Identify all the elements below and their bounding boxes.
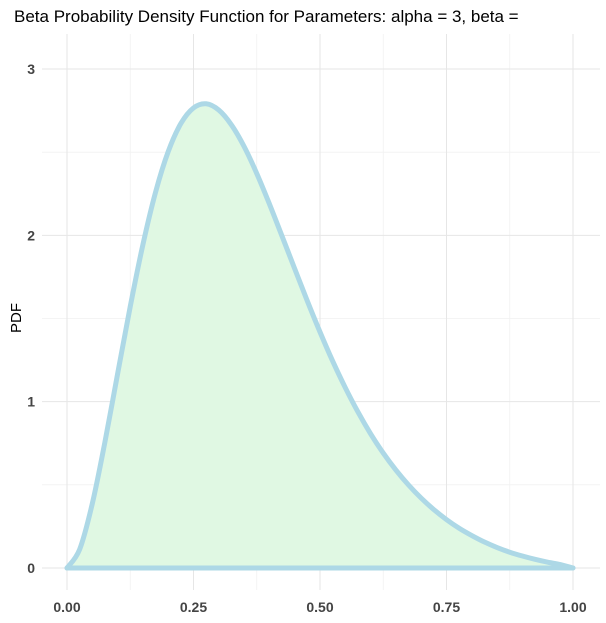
y-tick-label: 1 [27,394,35,410]
density-curve-line [64,101,576,571]
x-tick-label: 1.00 [559,599,586,615]
x-tick-label: 0.75 [433,599,460,615]
y-axis-label: PDF [8,303,25,333]
axis-tick-labels: 0.00 0.25 0.50 0.75 1.00 0 1 2 3 [27,61,587,615]
x-tick-label: 0.50 [306,599,333,615]
x-tick-label: 0.00 [53,599,80,615]
x-tick-label: 0.25 [180,599,207,615]
y-tick-label: 0 [27,560,35,576]
chart-title: Beta Probability Density Function for Pa… [14,7,519,26]
y-tick-label: 2 [27,227,35,243]
y-tick-label: 3 [27,61,35,77]
